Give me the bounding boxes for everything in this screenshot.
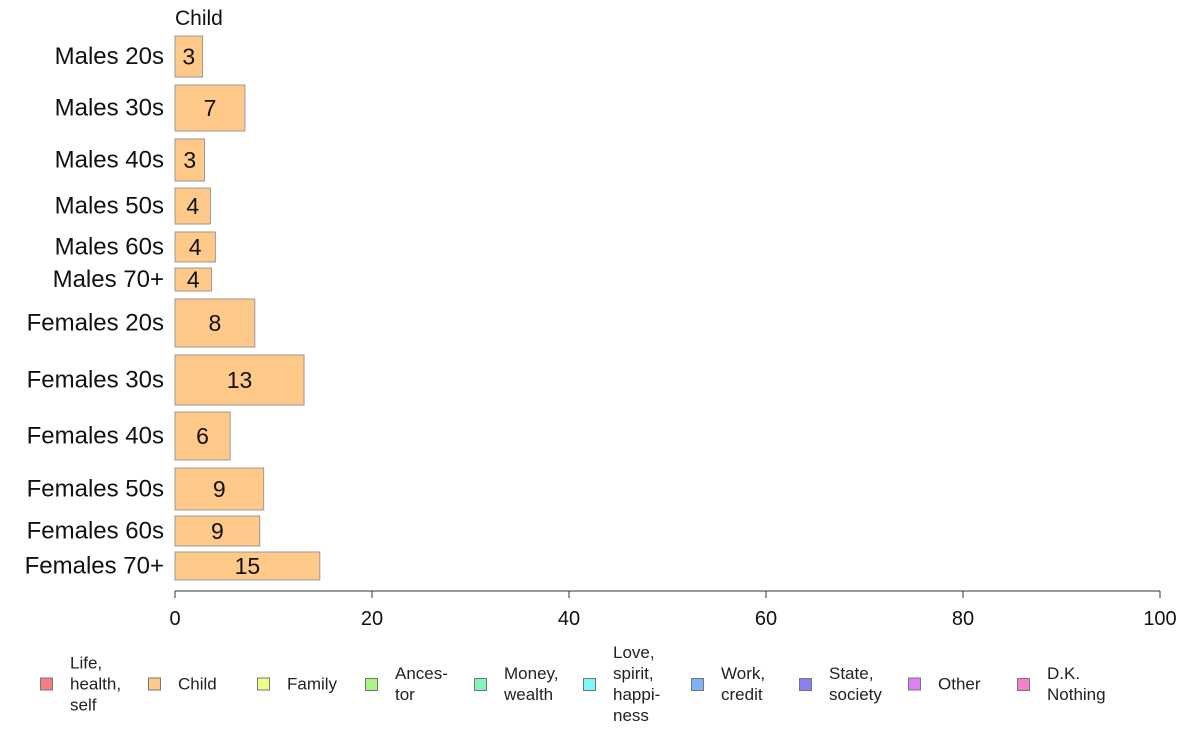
- bar-row: Males 70+ 4: [53, 266, 212, 293]
- bar-row: Males 60s 4: [55, 231, 216, 263]
- category-label: Males 60s: [55, 234, 164, 261]
- legend-item: Family: [257, 674, 337, 695]
- x-tick-label: 60: [755, 608, 777, 630]
- x-tick-label: 100: [1143, 608, 1176, 630]
- legend-swatch: [799, 677, 812, 691]
- legend-item: Ances- tor: [365, 663, 448, 705]
- bar-value-label: 6: [196, 423, 209, 449]
- legend-item: Money, wealth: [474, 663, 559, 705]
- bars-layer: Males 20s 3 Males 30s 7 Males 40s 3 Males 50s 4…: [25, 35, 321, 581]
- bar-row: Females 50s 9: [27, 467, 265, 511]
- x-tick-label: 0: [169, 608, 180, 630]
- category-label: Females 70+: [25, 553, 164, 580]
- bar: [174, 138, 206, 182]
- bar-value-label: 9: [213, 476, 226, 502]
- legend-item: Love, spirit, happi- ness: [583, 642, 660, 726]
- bar-value-label: 4: [186, 193, 199, 219]
- bar: [174, 298, 256, 348]
- bar-value-label: 7: [204, 95, 217, 121]
- legend-item: Other: [908, 674, 981, 695]
- bar-value-label: 4: [189, 234, 202, 260]
- category-label: Females 30s: [27, 367, 164, 394]
- bar: [174, 84, 246, 132]
- bar: [174, 231, 216, 263]
- bar-value-label: 13: [227, 367, 253, 393]
- bar-row: Females 70+ 15: [25, 551, 321, 581]
- legend-item: State, society: [799, 663, 882, 705]
- x-axis: 0 20 40 60 80 100: [169, 590, 1177, 630]
- bar-value-label: 4: [187, 267, 200, 293]
- legend-swatch: [908, 677, 921, 691]
- legend-label: Family: [287, 674, 338, 694]
- bar: [174, 354, 305, 406]
- legend-item: Child: [148, 674, 217, 695]
- legend-swatch: [257, 677, 270, 691]
- bar-row: Males 30s 7: [55, 84, 246, 132]
- bar-row: Females 60s 9: [27, 515, 261, 547]
- legend-label: Other: [938, 674, 981, 694]
- category-label: Males 70+: [53, 266, 164, 293]
- bar: [174, 551, 321, 581]
- x-tick-label: 20: [361, 608, 383, 630]
- legend-label: Life, health, self: [70, 653, 122, 715]
- chart-title: Child: [175, 7, 223, 30]
- legend-swatch: [40, 677, 53, 691]
- legend-swatch: [1017, 677, 1030, 691]
- category-label: Females 50s: [27, 476, 164, 503]
- legend-swatch: [691, 677, 704, 691]
- bar-value-label: 9: [211, 518, 224, 544]
- category-label: Males 40s: [55, 147, 164, 174]
- bar-value-label: 8: [208, 310, 221, 336]
- legend-swatch: [365, 677, 378, 691]
- x-tick-label: 40: [558, 608, 580, 630]
- legend-label: D.K. Nothing: [1047, 664, 1106, 704]
- bar-row: Females 40s 6: [27, 411, 231, 461]
- legend-item: Work, credit: [691, 663, 765, 705]
- legend-label: Money, wealth: [504, 664, 559, 704]
- bar-row: Males 40s 3: [55, 138, 206, 182]
- legend-label: Love, spirit, happi- ness: [613, 643, 661, 725]
- legend-swatch: [148, 677, 161, 691]
- bar: [174, 35, 204, 78]
- category-label: Females 60s: [27, 518, 164, 545]
- legend-label: State, society: [829, 664, 882, 704]
- category-label: Males 50s: [55, 193, 164, 220]
- category-label: Females 40s: [27, 423, 164, 450]
- bar-value-label: 3: [183, 147, 196, 173]
- bar-value-label: 15: [235, 553, 261, 579]
- legend-label: Child: [178, 674, 217, 694]
- category-label: Males 20s: [55, 43, 164, 70]
- legend-item: Life, health, self: [40, 653, 121, 716]
- bar: [174, 515, 261, 547]
- category-label: Females 20s: [27, 310, 164, 337]
- legend-item: D.K. Nothing: [1017, 663, 1106, 705]
- bar: [174, 267, 212, 292]
- bar: [174, 187, 211, 225]
- bar: [174, 467, 265, 511]
- bar-row: Females 30s 13: [27, 354, 305, 406]
- legend-label: Work, credit: [721, 664, 766, 704]
- bar-row: Females 20s 8: [27, 298, 256, 348]
- legend-swatch: [583, 677, 596, 691]
- bar-value-label: 3: [182, 44, 195, 70]
- bar-row: Males 50s 4: [55, 187, 211, 225]
- legend-label: Ances- tor: [395, 664, 448, 704]
- legend-swatch: [474, 677, 487, 691]
- x-tick-label: 80: [952, 608, 974, 630]
- category-label: Males 30s: [55, 95, 164, 122]
- bar-row: Males 20s 3: [55, 35, 204, 78]
- bar: [174, 411, 231, 461]
